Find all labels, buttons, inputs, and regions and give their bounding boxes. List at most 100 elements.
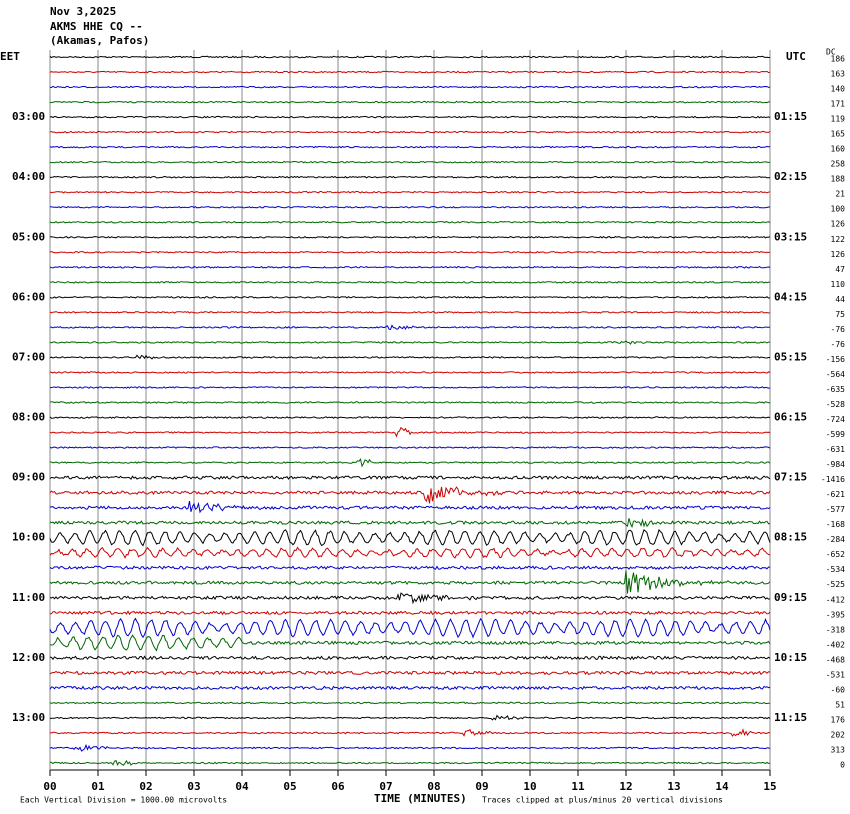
- x-tick-label: 15: [763, 780, 776, 793]
- dc-value: 160: [831, 145, 846, 154]
- left-time-label: 05:00: [12, 230, 45, 243]
- trace: [49, 743, 771, 752]
- dc-value: -76: [831, 340, 846, 349]
- dc-value: 110: [831, 280, 846, 289]
- trace: [49, 70, 771, 74]
- right-time-label: 06:15: [774, 411, 807, 424]
- x-tick-label: 00: [43, 780, 56, 793]
- dc-value: 163: [831, 70, 846, 79]
- x-tick-label: 12: [619, 780, 632, 793]
- trace: [49, 701, 771, 705]
- trace: [49, 250, 770, 254]
- trace: [49, 280, 771, 284]
- trace: [49, 518, 771, 529]
- x-tick-label: 06: [331, 780, 345, 793]
- trace: [49, 220, 771, 224]
- trace: [49, 265, 771, 269]
- trace: [49, 486, 771, 504]
- dc-value: -468: [826, 655, 845, 664]
- dc-value: -635: [826, 385, 845, 394]
- right-time-label: 07:15: [774, 471, 807, 484]
- dc-value: -577: [826, 505, 845, 514]
- dc-value: -724: [826, 415, 845, 424]
- trace: [49, 570, 771, 594]
- trace: [49, 546, 771, 559]
- trace: [49, 610, 771, 616]
- dc-value: -284: [826, 535, 845, 544]
- location: (Akamas, Pafos): [50, 34, 149, 47]
- dc-value: 75: [835, 310, 845, 319]
- dc-value: -631: [826, 445, 845, 454]
- trace: [49, 446, 771, 449]
- trace: [49, 501, 771, 514]
- left-time-label: 04:00: [12, 170, 45, 183]
- x-tick-label: 01: [91, 780, 105, 793]
- dc-value: 51: [835, 700, 845, 709]
- trace: [49, 371, 771, 374]
- trace: [49, 685, 771, 691]
- dc-value: -1416: [821, 475, 845, 484]
- dc-value: -984: [826, 460, 845, 469]
- dc-value: 176: [831, 715, 846, 724]
- dc-value: 119: [831, 115, 846, 124]
- x-tick-label: 04: [235, 780, 249, 793]
- trace: [49, 426, 771, 438]
- x-tick-label: 11: [571, 780, 585, 793]
- right-time-label: 05:15: [774, 350, 807, 363]
- dc-value: -402: [826, 640, 845, 649]
- left-time-label: 11:00: [12, 591, 45, 604]
- trace: [49, 190, 771, 194]
- dc-value: -395: [826, 610, 845, 619]
- dc-value: -76: [831, 325, 846, 334]
- dc-value: -525: [826, 580, 845, 589]
- trace: [49, 175, 771, 179]
- dc-value: 122: [831, 235, 846, 244]
- left-time-label: 03:00: [12, 110, 45, 123]
- trace: [49, 296, 770, 299]
- left-time-label: 13:00: [12, 711, 45, 724]
- dc-value: 186: [831, 55, 846, 64]
- x-tick-label: 10: [523, 780, 536, 793]
- date: Nov 3,2025: [50, 5, 116, 18]
- trace: [49, 386, 771, 389]
- x-axis-title: TIME (MINUTES): [374, 792, 467, 805]
- right-time-label: 11:15: [774, 711, 807, 724]
- clip-note: Traces clipped at plus/minus 20 vertical…: [482, 796, 723, 805]
- right-time-label: 09:15: [774, 591, 807, 604]
- dc-value: 258: [831, 160, 846, 169]
- dc-value: -621: [826, 490, 845, 499]
- x-tick-label: 08: [427, 780, 440, 793]
- right-time-label: 03:15: [774, 230, 807, 243]
- dc-value: 171: [831, 100, 846, 109]
- dc-value: 188: [831, 175, 846, 184]
- x-tick-label: 05: [283, 780, 296, 793]
- trace: [49, 205, 771, 209]
- trace: [49, 655, 771, 661]
- right-time-label: 04:15: [774, 290, 807, 303]
- trace: [49, 475, 771, 480]
- trace: [49, 100, 770, 104]
- trace: [49, 592, 771, 605]
- trace: [49, 670, 771, 676]
- dc-value: 165: [831, 130, 846, 139]
- dc-value: 47: [835, 265, 845, 274]
- trace: [49, 160, 770, 164]
- dc-value: -168: [826, 520, 845, 529]
- x-tick-label: 13: [667, 780, 680, 793]
- dc-value: -599: [826, 430, 845, 439]
- dc-title: DC: [826, 48, 836, 57]
- left-time-label: 10:00: [12, 531, 45, 544]
- left-axis-title: EET: [0, 50, 20, 63]
- trace: [49, 145, 771, 149]
- right-time-label: 08:15: [774, 531, 807, 544]
- trace: [49, 115, 771, 119]
- dc-value: -528: [826, 400, 845, 409]
- station: AKMS HHE CQ --: [50, 20, 143, 33]
- dc-value: -156: [826, 355, 845, 364]
- x-tick-label: 03: [187, 780, 200, 793]
- dc-value: -60: [831, 685, 846, 694]
- x-tick-label: 02: [139, 780, 152, 793]
- dc-value: -564: [826, 370, 845, 379]
- trace: [49, 311, 771, 314]
